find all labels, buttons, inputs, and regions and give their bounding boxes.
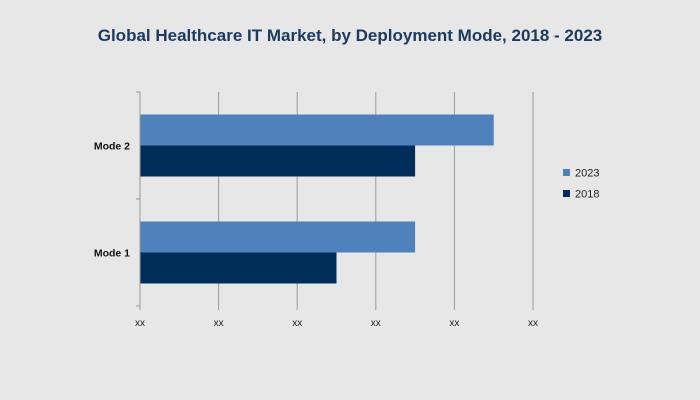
bar-mode-2-2018 [140, 145, 416, 177]
legend-swatch-2018 [563, 190, 570, 197]
x-tick-label-3: xx [371, 318, 381, 329]
bar-mode-2-2023 [140, 114, 494, 146]
legend: 2023 2018 [563, 168, 599, 201]
x-tick-label-0: xx [135, 318, 145, 329]
category-label-1: Mode 1 [94, 248, 130, 260]
bars [140, 114, 494, 284]
legend-label-2023: 2023 [575, 168, 599, 180]
chart-title: Global Healthcare IT Market, by Deployme… [97, 26, 603, 45]
legend-label-2018: 2018 [575, 189, 599, 201]
axis-labels: xx xx xx xx xx xx Mode 2 Mode 1 [94, 141, 538, 330]
x-tick-label-2: xx [292, 318, 302, 329]
x-tick-label-5: xx [528, 318, 538, 329]
bar-mode-1-2023 [140, 221, 416, 253]
bar-mode-1-2018 [140, 252, 337, 284]
legend-swatch-2023 [563, 169, 570, 176]
category-label-0: Mode 2 [94, 141, 130, 153]
x-tick-label-4: xx [449, 318, 459, 329]
x-tick-label-1: xx [214, 318, 224, 329]
axes [136, 91, 534, 310]
